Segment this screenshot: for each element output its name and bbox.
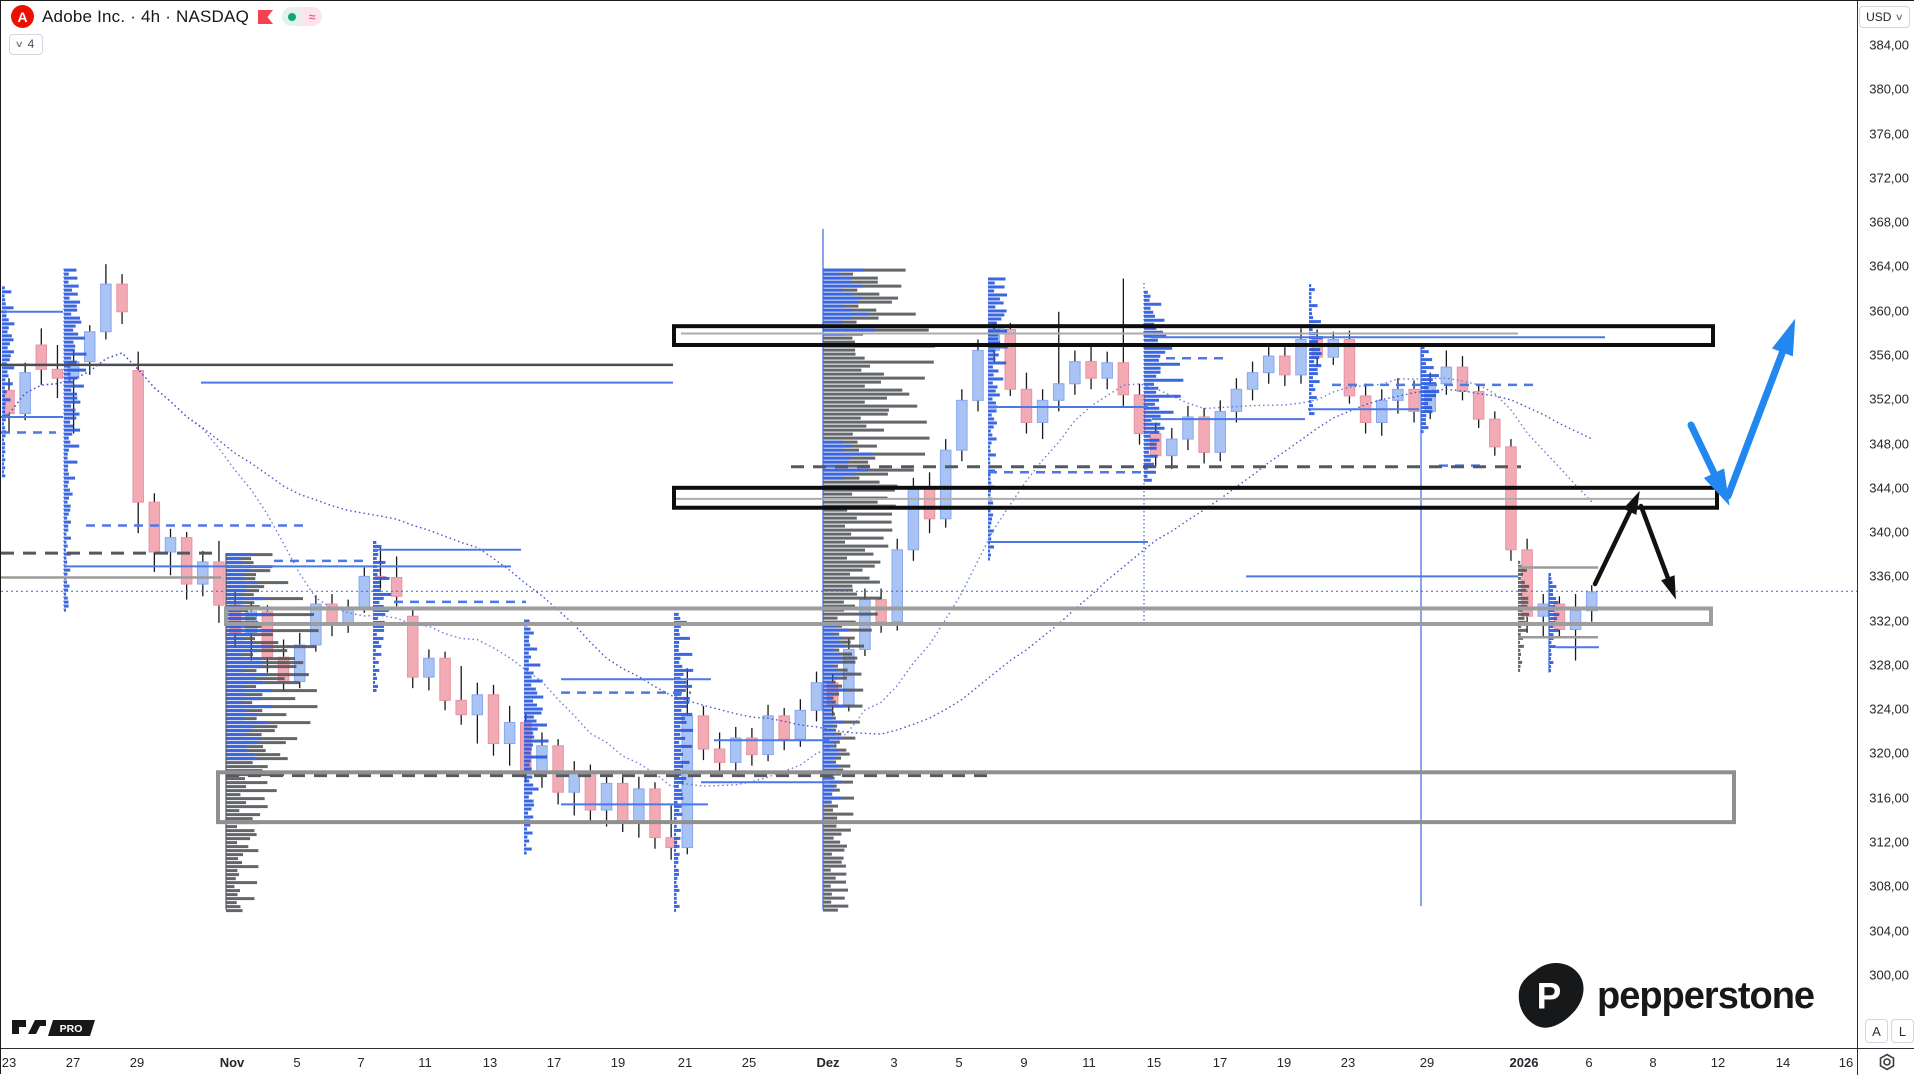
pepperstone-wordmark: pepperstone: [1597, 974, 1815, 1017]
market-status-toggle[interactable]: ≈: [282, 7, 322, 26]
price-tick-label: 332,00: [1869, 613, 1909, 629]
price-tick-label: 316,00: [1869, 790, 1909, 806]
gear-icon[interactable]: [1878, 1053, 1896, 1071]
price-tick-label: 340,00: [1869, 524, 1909, 540]
time-tick-label: 2026: [1509, 1055, 1539, 1070]
annotation-arrows: [1592, 318, 1796, 600]
candlestick-chart[interactable]: [1, 1, 1857, 1048]
time-tick-label: 14: [1775, 1055, 1791, 1070]
time-axis[interactable]: 23 27 29 Nov 5 7 11 13 17 19 21 25 Dez 3 5 9 11 15 17 19 23 2…: [1, 1048, 1857, 1075]
time-tick-label: 19: [1276, 1055, 1292, 1070]
time-tick-label: 9: [1020, 1055, 1028, 1070]
currency-selector[interactable]: USD ∨: [1859, 6, 1910, 28]
chevron-down-icon: ∨: [14, 38, 24, 49]
time-tick-label: 5: [955, 1055, 963, 1070]
price-tick-label: 344,00: [1869, 480, 1909, 496]
moving-averages: [8, 352, 1593, 788]
time-tick-label: 21: [677, 1055, 693, 1070]
price-tick-label: 356,00: [1869, 347, 1909, 363]
indicators-count: 4: [27, 37, 35, 51]
time-tick-label: 29: [129, 1055, 145, 1070]
chart-header: A Adobe Inc. · 4h · NASDAQ ≈: [11, 5, 322, 28]
svg-text:PRO: PRO: [60, 1023, 83, 1035]
price-tick-label: 352,00: [1869, 391, 1909, 407]
time-tick-label: 17: [546, 1055, 562, 1070]
price-tick-label: 368,00: [1869, 214, 1909, 230]
time-tick-label: 12: [1710, 1055, 1726, 1070]
chevron-down-icon: ∨: [1895, 11, 1905, 22]
time-tick-label: 7: [357, 1055, 365, 1070]
time-tick-label: 13: [482, 1055, 498, 1070]
time-tick-label: 16: [1838, 1055, 1854, 1070]
time-tick-label: 5: [293, 1055, 301, 1070]
time-tick-label: 19: [610, 1055, 626, 1070]
price-tick-label: 304,00: [1869, 923, 1909, 939]
price-tick-label: 324,00: [1869, 701, 1909, 717]
pepperstone-logo-icon: P: [1518, 963, 1584, 1028]
time-tick-label: 8: [1649, 1055, 1657, 1070]
auto-scale-button[interactable]: A: [1865, 1019, 1888, 1043]
time-tick-label: 3: [890, 1055, 898, 1070]
level-lines: [1, 310, 1717, 806]
time-tick-label: 27: [65, 1055, 81, 1070]
svg-text:P: P: [1537, 976, 1562, 1017]
tradingview-watermark: PRO: [11, 1019, 111, 1044]
time-tick-label: 17: [1212, 1055, 1228, 1070]
flag-bookmark-icon[interactable]: [257, 9, 274, 25]
time-tick-label: 23: [1340, 1055, 1356, 1070]
log-scale-button[interactable]: L: [1891, 1019, 1914, 1043]
price-tick-label: 364,00: [1869, 258, 1909, 274]
pepperstone-watermark: P pepperstone: [1514, 961, 1815, 1031]
volume-profiles: [2, 228, 1560, 913]
time-tick-label: 6: [1585, 1055, 1593, 1070]
time-tick-label: 23: [1, 1055, 17, 1070]
time-tick-label: 11: [418, 1055, 432, 1070]
price-tick-label: 336,00: [1869, 568, 1909, 584]
symbol-title[interactable]: Adobe Inc. · 4h · NASDAQ: [42, 6, 249, 26]
indicators-collapse-button[interactable]: ∨ 4: [9, 34, 44, 55]
status-open-icon: [282, 7, 302, 26]
price-tick-label: 312,00: [1869, 834, 1909, 850]
time-tick-label: 15: [1146, 1055, 1162, 1070]
tradingview-logo-icon: [12, 1020, 46, 1034]
price-tick-label: 372,00: [1869, 170, 1909, 186]
zone-boxes: [216, 324, 1736, 825]
price-tick-label: 308,00: [1869, 878, 1909, 894]
time-tick-label: 11: [1082, 1055, 1096, 1070]
price-tick-label: 320,00: [1869, 745, 1909, 761]
currency-label: USD: [1866, 10, 1892, 24]
time-tick-label: 29: [1419, 1055, 1435, 1070]
price-tick-label: 348,00: [1869, 436, 1909, 452]
price-tick-label: 328,00: [1869, 657, 1909, 673]
price-tick-label: 384,00: [1869, 37, 1909, 53]
price-tick-label: 360,00: [1869, 303, 1909, 319]
price-tick-label: 300,00: [1869, 967, 1909, 983]
adobe-logo-icon[interactable]: A: [11, 5, 34, 28]
price-tick-label: 376,00: [1869, 126, 1909, 142]
time-tick-label: Dez: [816, 1055, 840, 1070]
price-tick-label: 380,00: [1869, 81, 1909, 97]
status-approx-icon: ≈: [302, 7, 322, 26]
tv-pro-badge: PRO: [48, 1020, 95, 1036]
axis-settings-corner[interactable]: [1857, 1048, 1914, 1075]
time-tick-label: Nov: [219, 1055, 245, 1070]
time-tick-label: 25: [741, 1055, 757, 1070]
price-axis[interactable]: USD ∨ 384,00 380,00 376,00 372,00 368,00 364,…: [1857, 1, 1914, 1048]
